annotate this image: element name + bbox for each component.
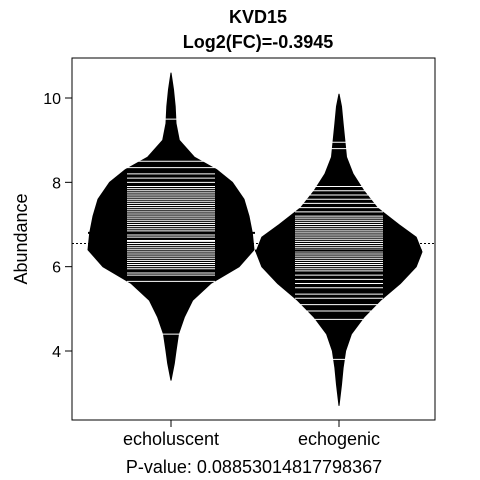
x-axis: echoluscent echogenic: [123, 419, 380, 449]
y-tick-label: 4: [52, 344, 61, 361]
x-tick-label: echogenic: [298, 429, 380, 449]
y-tick-label: 8: [52, 175, 61, 192]
plot-area: [72, 72, 435, 406]
bean-echoluscent: [87, 72, 255, 381]
bean-echogenic: [255, 93, 423, 406]
x-tick-label: echoluscent: [123, 429, 219, 449]
chart-subtitle: Log2(FC)=-0.3945: [183, 32, 334, 52]
y-tick-label: 6: [52, 260, 61, 277]
y-axis: 4 6 8 10: [43, 91, 72, 361]
y-axis-label: Abundance: [11, 193, 31, 284]
x-axis-label: P-value: 0.08853014817798367: [126, 457, 382, 477]
y-tick-label: 10: [43, 91, 61, 108]
chart-title: KVD15: [229, 7, 287, 27]
